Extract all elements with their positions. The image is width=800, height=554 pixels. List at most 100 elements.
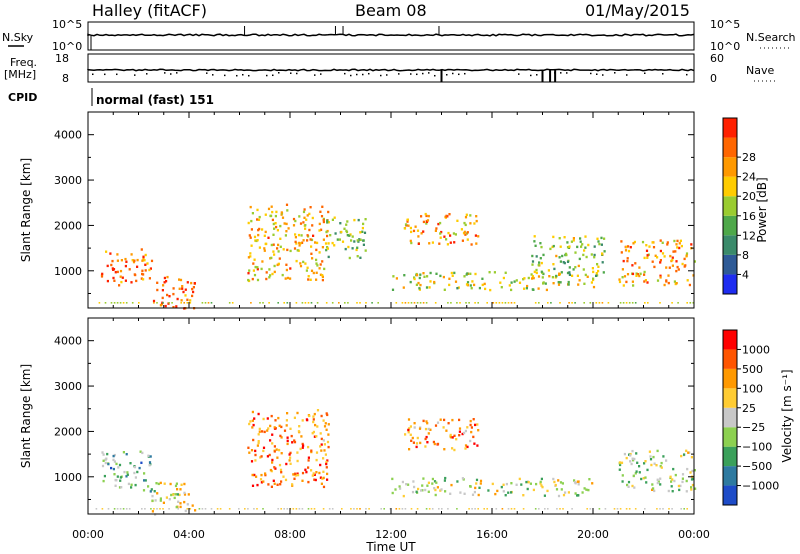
echo-cell [398,508,401,510]
colorbar-tick-label: −25 [742,421,765,434]
echo-cell [451,418,454,422]
echo-cell [576,245,579,249]
echo-cell [112,268,116,271]
nave-dot [590,72,592,75]
echo-cell [572,268,575,271]
echo-cell [683,257,686,261]
echo-cell [351,247,354,250]
echo-cell [152,299,156,303]
echo-cell [660,461,663,465]
echo-cell [297,430,300,433]
echo-cell [113,508,116,510]
echo-cell [413,422,416,425]
echo-cell [274,222,277,225]
echo-cell [425,420,428,423]
echo-cell [314,478,317,482]
echo-cell [309,278,312,281]
echo-cell [304,262,307,265]
echo-cell [391,288,395,291]
echo-cell [104,458,107,461]
echo-cell [522,278,525,281]
echo-cell [309,206,312,209]
x-tick-label: 00:00 [678,528,710,541]
echo-cell [162,284,165,287]
echo-cell [356,246,359,249]
echo-cell [320,482,323,485]
echo-cell [293,247,297,250]
echo-cell [425,286,429,289]
echo-cell [348,256,351,260]
echo-cell [320,228,323,231]
echo-cell [458,427,462,430]
echo-cell [407,418,411,421]
nave-dot [356,73,358,76]
echo-cell [672,467,675,471]
echo-cell [110,302,113,304]
nave-label: Nave [746,64,774,77]
colorbar-swatch [723,427,737,447]
echo-cell [668,508,670,510]
echo-cell [540,261,543,265]
echo-cell [591,267,594,270]
echo-cell [359,231,362,234]
echo-cell [440,230,443,234]
echo-cell [627,249,631,253]
echo-cell [444,490,447,493]
echo-cell [271,272,274,276]
echo-cell [404,302,407,304]
echo-cell [358,238,361,241]
echo-cell [111,267,114,270]
echo-cell [568,302,570,304]
echo-cell [302,210,306,214]
echo-cell [538,261,541,264]
echo-cell [634,472,637,475]
echo-cell [278,463,282,467]
echo-cell [597,265,600,268]
echo-cell [114,484,117,487]
echo-cell [424,488,427,492]
echo-cell [162,508,164,510]
echo-cell [359,302,361,304]
echo-cell [659,508,661,510]
nave-dot [314,74,316,76]
echo-cell [443,448,446,451]
echo-cell [653,462,656,465]
echo-cell [285,203,289,206]
echo-cell [557,283,561,286]
nave-dot [206,72,208,74]
colorbar-swatch [723,137,737,158]
echo-cell [122,451,125,454]
echo-cell [652,487,655,490]
echo-cell [447,422,450,425]
echo-cell [690,456,693,459]
echo-cell [350,508,352,510]
echo-cell [434,424,438,427]
echo-cell [427,481,430,484]
echo-cell [326,413,329,417]
echo-cell [463,221,466,225]
echo-cell [559,245,562,248]
echo-cell [134,483,137,487]
echo-cell [147,454,150,457]
echo-cell [286,412,289,415]
echo-cell [303,208,306,211]
echo-cell [580,245,583,248]
echo-cell [112,454,115,458]
echo-cell [297,473,300,477]
echo-cell [472,418,475,421]
echo-cell [307,278,310,281]
echo-cell [268,302,270,304]
echo-cell [515,483,518,486]
echo-cell [326,459,329,462]
echo-cell [434,493,437,497]
echo-cell [365,508,367,510]
echo-cell [177,508,179,510]
nave-dot [242,73,244,76]
echo-cell [314,241,317,244]
echo-cell [146,262,149,265]
echo-cell [628,302,631,304]
echo-cell [293,439,296,442]
echo-cell [540,270,543,273]
echo-cell [310,238,314,242]
echo-cell [618,280,622,284]
